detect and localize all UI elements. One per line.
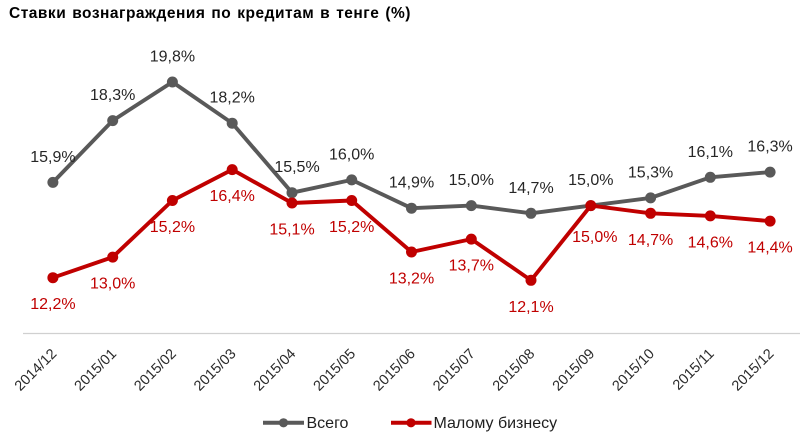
svg-text:15,0%: 15,0% [572,229,617,246]
svg-text:2015/12: 2015/12 [729,346,777,394]
svg-text:2015/10: 2015/10 [610,346,658,394]
svg-text:18,2%: 18,2% [210,90,255,107]
svg-text:14,9%: 14,9% [389,175,434,192]
svg-text:16,4%: 16,4% [210,188,255,205]
svg-text:14,7%: 14,7% [508,180,553,197]
svg-text:2014/12: 2014/12 [12,346,60,394]
svg-text:15,0%: 15,0% [449,172,494,189]
svg-text:15,3%: 15,3% [628,164,673,181]
svg-text:15,0%: 15,0% [568,172,613,189]
svg-text:2015/01: 2015/01 [72,346,120,394]
svg-text:19,8%: 19,8% [150,49,195,66]
svg-text:Всего: Всего [307,415,349,432]
svg-text:Малому бизнесу: Малому бизнесу [434,415,558,432]
svg-text:14,7%: 14,7% [628,232,673,249]
svg-text:2015/11: 2015/11 [670,346,718,394]
svg-text:2015/05: 2015/05 [311,346,359,394]
svg-text:2015/09: 2015/09 [550,346,598,394]
svg-text:15,1%: 15,1% [269,222,314,239]
svg-text:16,3%: 16,3% [747,139,792,156]
svg-text:2015/08: 2015/08 [490,346,538,394]
svg-text:2015/04: 2015/04 [251,346,299,394]
svg-text:14,6%: 14,6% [688,234,733,251]
svg-text:15,2%: 15,2% [329,219,374,236]
svg-text:13,0%: 13,0% [90,276,135,293]
svg-text:12,2%: 12,2% [30,296,75,313]
svg-text:13,7%: 13,7% [449,258,494,275]
svg-text:2015/06: 2015/06 [370,346,418,394]
svg-text:15,2%: 15,2% [150,219,195,236]
svg-text:16,1%: 16,1% [688,144,733,161]
svg-text:18,3%: 18,3% [90,87,135,104]
svg-text:2015/03: 2015/03 [191,346,239,394]
svg-text:2015/02: 2015/02 [131,346,179,394]
svg-text:14,4%: 14,4% [747,240,792,257]
svg-text:15,9%: 15,9% [30,149,75,166]
svg-text:16,0%: 16,0% [329,146,374,163]
svg-text:13,2%: 13,2% [389,271,434,288]
svg-text:15,5%: 15,5% [274,159,319,176]
svg-text:12,1%: 12,1% [508,299,553,316]
svg-text:2015/07: 2015/07 [430,346,478,394]
